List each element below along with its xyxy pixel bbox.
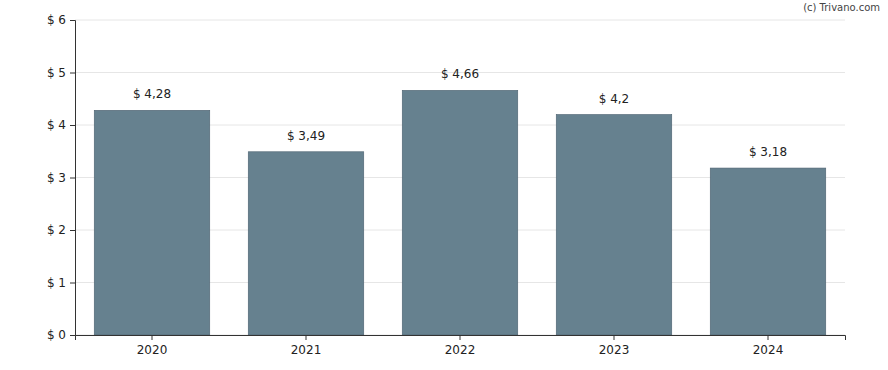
y-tick-mark (70, 20, 75, 21)
y-tick-mark (70, 230, 75, 231)
x-tick-label: 2021 (291, 343, 322, 357)
data-label: $ 3,18 (749, 145, 787, 159)
y-tick-label: $ 2 (47, 223, 66, 237)
y-tick-label: $ 3 (47, 171, 66, 185)
y-tick: $ 5 (47, 66, 75, 80)
grid-line (75, 20, 845, 21)
y-tick: $ 4 (47, 118, 75, 132)
y-tick-label: $ 6 (47, 13, 66, 27)
y-tick-mark (70, 283, 75, 284)
x-tick: 2020 (137, 335, 168, 357)
x-tick: 2021 (291, 335, 322, 357)
y-tick-mark (70, 335, 75, 336)
data-label: $ 3,49 (287, 129, 325, 143)
y-tick-mark (70, 73, 75, 74)
y-axis-line (70, 21, 76, 336)
y-tick-mark (70, 125, 75, 126)
grid (75, 20, 845, 335)
y-tick-label: $ 0 (47, 328, 66, 342)
y-tick: $ 1 (47, 276, 75, 290)
x-tick-label: 2020 (137, 343, 168, 357)
y-tick: $ 3 (47, 171, 75, 185)
x-tick: 2024 (753, 335, 784, 357)
x-tick-label: 2022 (445, 343, 476, 357)
x-tick: 2023 (599, 335, 630, 357)
x-tick-mark (306, 335, 307, 340)
credit: (c) Trivano.com (803, 2, 880, 13)
x-tick-mark (768, 335, 769, 340)
x-tick-label: 2024 (753, 343, 784, 357)
y-tick: $ 2 (47, 223, 75, 237)
chart: $ 4,28$ 3,49$ 4,66$ 4,2$ 3,18$ 0$ 1$ 2$ … (0, 0, 888, 370)
bar (556, 115, 672, 336)
x-tick-label: 2023 (599, 343, 630, 357)
data-label: $ 4,2 (599, 92, 630, 106)
x-axis-line (76, 336, 846, 341)
x-tick: 2022 (445, 335, 476, 357)
bar (248, 152, 364, 335)
bar (710, 168, 826, 335)
y-tick: $ 6 (47, 13, 75, 27)
bar (402, 90, 518, 335)
y-tick-label: $ 4 (47, 118, 66, 132)
y-tick-mark (70, 178, 75, 179)
y-tick: $ 0 (47, 328, 75, 342)
data-label: $ 4,28 (133, 87, 171, 101)
bars (94, 90, 826, 335)
y-tick-label: $ 5 (47, 66, 66, 80)
x-axis: 2020 2021 2022 2023 2024 (76, 335, 846, 357)
x-tick-mark (460, 335, 461, 340)
y-tick-label: $ 1 (47, 276, 66, 290)
data-label: $ 4,66 (441, 67, 479, 81)
x-tick-mark (614, 335, 615, 340)
plot: $ 4,28$ 3,49$ 4,66$ 4,2$ 3,18$ 0$ 1$ 2$ … (47, 13, 846, 356)
data-labels: $ 4,28 $ 3,49 $ 4,66 $ 4,2 $ 3,18 (133, 67, 787, 159)
bar (94, 110, 210, 335)
x-tick-mark (152, 335, 153, 340)
y-axis: $ 0 $ 1 $ 2 $ 3 $ 4 $ 5 $ 6 (47, 13, 76, 342)
